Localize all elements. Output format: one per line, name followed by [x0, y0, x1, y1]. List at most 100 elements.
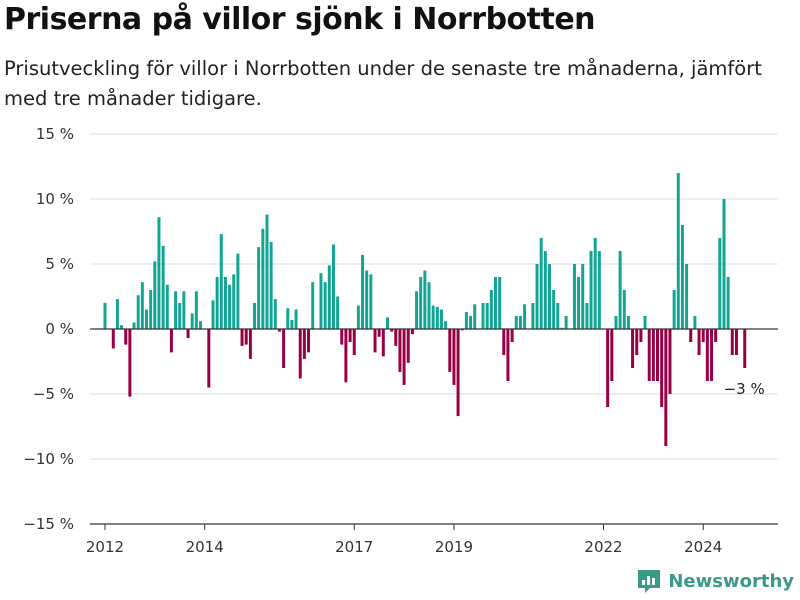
bar-positive: [290, 319, 294, 329]
bar-positive: [115, 299, 119, 329]
bar-positive: [498, 277, 502, 329]
bar-positive: [232, 274, 236, 329]
bar-positive: [228, 284, 232, 329]
bar-positive: [257, 247, 261, 329]
bar-positive: [581, 264, 585, 329]
bar-positive: [211, 300, 215, 329]
bar-negative: [635, 329, 639, 355]
bar-negative: [448, 329, 452, 372]
bar-positive: [464, 312, 468, 329]
bar-negative: [651, 329, 655, 381]
bar-negative: [377, 329, 381, 337]
bar-positive: [543, 251, 547, 329]
bar-negative: [606, 329, 610, 407]
bar-negative: [701, 329, 705, 342]
bar-positive: [415, 291, 419, 329]
y-axis-tick-labels: 15 % 10 % 5 % 0 % −5 % −10 % −15 %: [23, 125, 74, 533]
bar-positive: [518, 316, 522, 329]
axes: [90, 328, 778, 525]
bar-positive: [286, 308, 290, 329]
bar-negative: [398, 329, 402, 372]
y-tick-label: 10 %: [36, 190, 74, 208]
bar-negative: [647, 329, 651, 381]
chart-title: Priserna på villor sjönk i Norrbotten: [4, 2, 596, 37]
bar-positive: [593, 238, 597, 329]
bar-positive: [423, 270, 427, 329]
bar-negative: [668, 329, 672, 394]
bar-negative: [502, 329, 506, 355]
bar-positive: [473, 304, 477, 329]
bar-positive: [564, 316, 568, 329]
bar-positive: [419, 277, 423, 329]
x-tick-label: 2017: [335, 538, 373, 556]
bar-negative: [298, 329, 302, 379]
bar-negative: [169, 329, 173, 353]
bar-positive: [294, 309, 298, 329]
bar-negative: [734, 329, 738, 355]
bar-positive: [726, 277, 730, 329]
bar-negative: [373, 329, 377, 353]
bar-positive: [336, 296, 340, 329]
bar-negative: [743, 329, 747, 368]
bar-positive: [614, 316, 618, 329]
bar-negative: [689, 329, 693, 342]
newsworthy-logo: Newsworthy: [636, 568, 794, 594]
bar-positive: [572, 264, 576, 329]
bar-negative: [307, 329, 311, 353]
bar-negative: [510, 329, 514, 342]
bar-negative: [631, 329, 635, 368]
bar-negative: [340, 329, 344, 345]
bar-positive: [523, 304, 527, 329]
bar-positive: [273, 299, 277, 329]
bar-positive: [311, 282, 315, 329]
gridlines: [90, 133, 778, 460]
bar-positive: [265, 214, 269, 329]
bar-negative: [207, 329, 211, 388]
bar-positive: [236, 253, 240, 329]
bar-positive: [597, 251, 601, 329]
bar-positive: [261, 228, 265, 329]
bar-positive: [431, 305, 435, 329]
bar-positive: [427, 282, 431, 329]
bar-positive: [215, 277, 219, 329]
bar-positive: [149, 290, 153, 329]
bar-negative: [381, 329, 385, 357]
bar-negative: [186, 329, 190, 339]
bar-positive: [469, 316, 473, 329]
bar-positive: [323, 282, 327, 329]
bar-positive: [485, 303, 489, 329]
x-axis-tick-labels: 2012 2014 2017 2019 2022 2024: [86, 524, 722, 556]
bar-positive: [693, 316, 697, 329]
bar-positive: [531, 303, 535, 329]
bar-negative: [660, 329, 664, 407]
bar-positive: [548, 264, 552, 329]
bar-positive: [539, 238, 543, 329]
bar-positive: [439, 309, 443, 329]
bar-negative: [302, 329, 306, 359]
x-tick-label: 2024: [684, 538, 722, 556]
bar-positive: [199, 321, 203, 329]
bar-positive: [577, 277, 581, 329]
bar-negative: [390, 329, 394, 332]
bar-positive: [132, 322, 136, 329]
bar-positive: [182, 291, 186, 329]
bar-negative: [277, 329, 281, 332]
x-tick-label: 2012: [86, 538, 124, 556]
bar-positive: [618, 251, 622, 329]
bar-negative: [705, 329, 709, 381]
x-tick-label: 2014: [186, 538, 224, 556]
x-tick-label: 2019: [435, 538, 473, 556]
y-tick-label: −10 %: [23, 450, 74, 468]
bar-positive: [136, 295, 140, 329]
bars: [103, 173, 747, 446]
bar-negative: [402, 329, 406, 385]
bar-positive: [190, 313, 194, 329]
bar-positive: [223, 277, 227, 329]
bar-positive: [219, 234, 223, 329]
bar-positive: [178, 303, 182, 329]
bar-positive: [120, 325, 124, 329]
bar-negative: [410, 329, 414, 335]
bar-positive: [385, 317, 389, 329]
bar-positive: [435, 306, 439, 329]
